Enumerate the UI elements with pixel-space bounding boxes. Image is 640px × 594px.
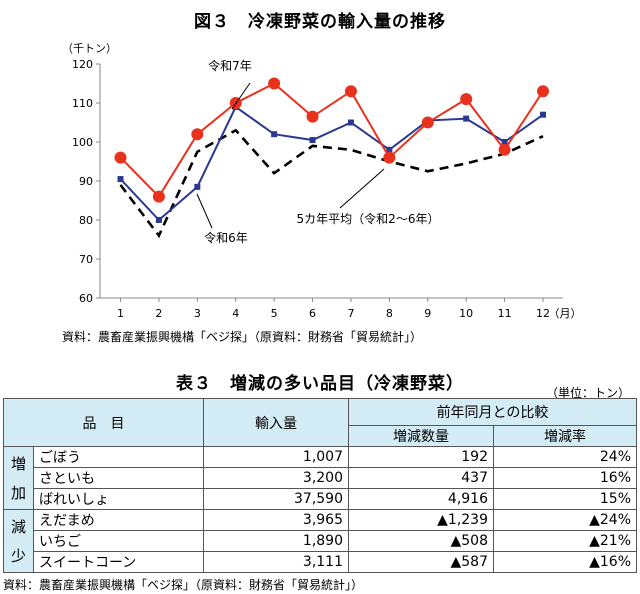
header-rate: 増減率 xyxy=(493,425,637,447)
data-point xyxy=(347,119,354,126)
rate-value: 16% xyxy=(493,467,637,489)
data-point xyxy=(194,183,201,190)
x-tick-label: 9 xyxy=(424,307,431,320)
rate-value: ▲16% xyxy=(493,551,637,573)
annotation-leader xyxy=(196,193,213,229)
data-point xyxy=(117,176,124,183)
y-tick-label: 120 xyxy=(72,58,93,71)
table-row: 増 加 ごぼう 1,007 192 24% xyxy=(3,446,637,510)
chart-source-note: 資料：農畜産業振興機構「ベジ探」（原資料：財務省「貿易統計」） xyxy=(62,330,423,344)
series-label-average: 5カ年平均（令和2～6年） xyxy=(297,211,440,226)
import-value: 1,007 xyxy=(203,446,349,468)
data-point xyxy=(155,217,162,223)
x-tick-label: 3 xyxy=(194,307,201,320)
data-point xyxy=(537,85,549,98)
y-tick-label: 110 xyxy=(72,97,93,110)
x-axis-title: （月） xyxy=(549,307,582,320)
header-item: 品 目 xyxy=(3,398,204,447)
data-point xyxy=(383,151,396,164)
item-name: ごぼう xyxy=(33,446,204,468)
series-line xyxy=(119,128,544,239)
import-value: 37,590 xyxy=(203,488,349,510)
import-change-table: 品 目 輸入量 前年同月との比較 増減数量 増減率 増 加 ごぼう 1,007 … xyxy=(3,398,637,573)
import-value: 3,111 xyxy=(203,551,349,573)
y-tick-label: 80 xyxy=(79,214,93,227)
table-subheader-row: 増減数量 増減率 xyxy=(4,425,637,447)
table-unit: （単位：トン） xyxy=(545,386,630,400)
group-decrease: 減 少 xyxy=(3,509,34,573)
data-point xyxy=(540,111,546,118)
chart-title: 図３ 冷凍野菜の輸入量の推移 xyxy=(194,12,446,32)
series-line xyxy=(119,82,544,199)
x-tick-label: 5 xyxy=(271,307,278,320)
table-row: いちご 1,890 ▲508 ▲21% xyxy=(4,530,637,552)
item-name: いちご xyxy=(33,530,204,552)
change-value: 437 xyxy=(348,467,494,489)
data-point xyxy=(501,139,508,145)
data-point xyxy=(271,131,278,138)
table-row: ばれいしょ 37,590 4,916 15% xyxy=(4,488,637,510)
change-value: ▲1,239 xyxy=(348,509,494,531)
rate-value: ▲21% xyxy=(493,530,637,552)
item-name: えだまめ xyxy=(33,509,204,531)
annotation-leader xyxy=(339,168,385,209)
y-tick-label: 100 xyxy=(72,136,93,149)
x-tick-label: 2 xyxy=(155,307,162,320)
data-point xyxy=(152,190,165,203)
data-point xyxy=(344,85,357,98)
series-label-reiwa7: 令和7年 xyxy=(208,58,252,73)
header-import: 輸入量 xyxy=(203,398,349,447)
series-label-reiwa6: 令和6年 xyxy=(204,230,248,245)
x-tick-label: 8 xyxy=(386,307,393,320)
y-tick-label: 90 xyxy=(79,175,93,188)
import-value: 1,890 xyxy=(203,530,349,552)
table-row: 減 少 えだまめ 3,965 ▲1,239 ▲24% xyxy=(3,509,637,573)
group-increase: 増 加 xyxy=(3,446,34,510)
import-value: 3,965 xyxy=(203,509,349,531)
table-header-row: 品 目 輸入量 前年同月との比較 xyxy=(3,398,637,447)
data-point xyxy=(114,151,127,164)
header-change: 増減数量 xyxy=(348,425,494,447)
x-tick-label: 1 xyxy=(117,307,124,320)
data-point xyxy=(386,146,393,153)
series-line xyxy=(119,105,544,222)
y-tick-label: 60 xyxy=(79,292,93,305)
table-title: 表３ 増減の多い品目（冷凍野菜） xyxy=(176,374,464,394)
data-point xyxy=(463,115,470,122)
import-value: 3,200 xyxy=(203,467,349,489)
annotation-leader xyxy=(231,82,251,110)
change-value: 4,916 xyxy=(348,488,494,510)
table-row: さといも 3,200 437 16% xyxy=(4,467,637,489)
header-compare: 前年同月との比較 xyxy=(348,398,637,426)
x-tick-label: 10 xyxy=(459,307,473,320)
data-point xyxy=(191,128,204,141)
x-tick-label: 4 xyxy=(232,307,239,320)
data-point xyxy=(460,93,473,106)
data-point xyxy=(268,77,281,90)
data-point xyxy=(421,116,434,129)
change-value: ▲587 xyxy=(348,551,494,573)
change-value: ▲508 xyxy=(348,530,494,552)
y-axis-title: （千トン） xyxy=(62,42,117,55)
rate-value: 24% xyxy=(493,446,637,468)
x-tick-label: 7 xyxy=(347,307,354,320)
table-row: スイートコーン 3,111 ▲587 ▲16% xyxy=(4,551,637,573)
data-point xyxy=(498,143,511,156)
rate-value: ▲24% xyxy=(493,509,637,531)
item-name: さといも xyxy=(33,467,204,489)
table-source-note: 資料：農畜産業振興機構「ベジ探」（原資料：財務省「貿易統計」） xyxy=(3,578,364,592)
item-name: ばれいしょ xyxy=(33,488,204,510)
data-point xyxy=(309,137,316,144)
change-value: 192 xyxy=(348,446,494,468)
rate-value: 15% xyxy=(493,488,637,510)
item-name: スイートコーン xyxy=(33,551,204,573)
x-tick-label: 11 xyxy=(498,307,512,320)
x-tick-label: 12 xyxy=(536,307,550,320)
y-tick-label: 70 xyxy=(79,253,93,266)
x-tick-label: 6 xyxy=(309,307,316,320)
data-point xyxy=(306,110,319,123)
